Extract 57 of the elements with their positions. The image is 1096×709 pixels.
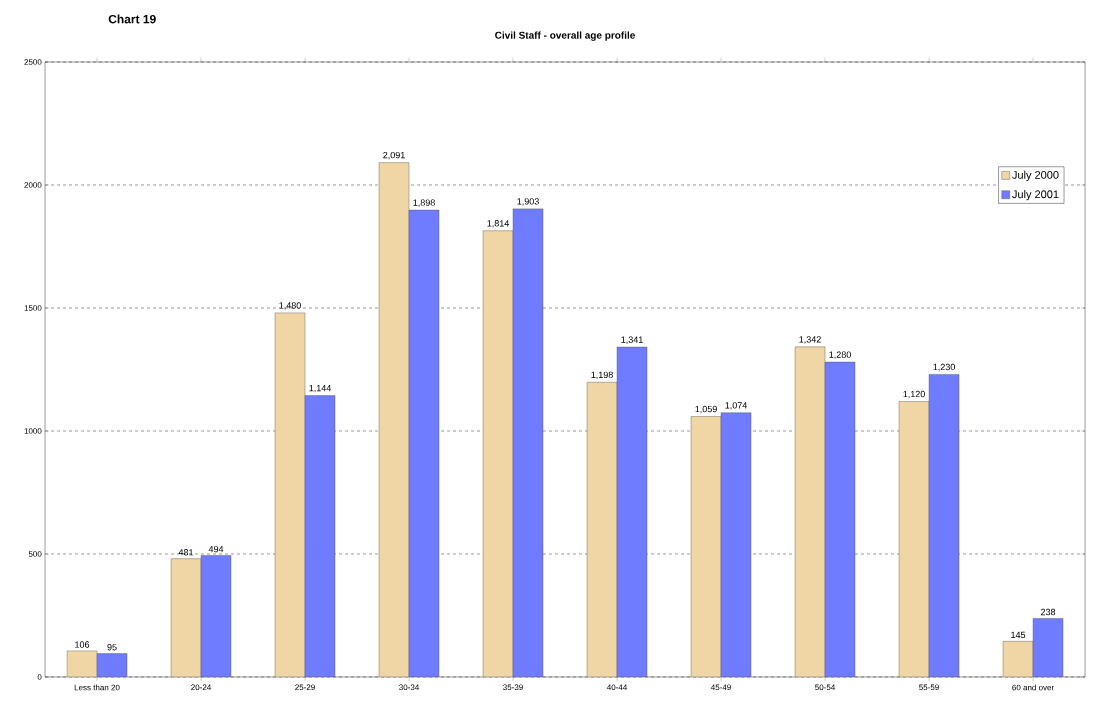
bar — [482, 230, 514, 677]
data-label: 95 — [107, 644, 117, 651]
bar — [720, 412, 752, 677]
bar — [616, 346, 648, 677]
bar — [690, 416, 722, 677]
bar — [274, 312, 306, 677]
data-label: 238 — [1040, 608, 1056, 616]
legend-label: July 2001 — [1012, 190, 1059, 201]
data-label: 1,120 — [903, 390, 925, 399]
data-label: 1,898 — [413, 199, 435, 207]
x-tick-label: 45-49 — [710, 684, 731, 691]
y-tick-label: 0 — [37, 674, 42, 680]
x-tick-label: 25-29 — [295, 684, 315, 691]
bar — [824, 361, 856, 677]
x-tick-label: 20-24 — [191, 684, 212, 691]
y-tick-label: 500 — [28, 551, 42, 557]
data-label: 1,198 — [591, 371, 613, 380]
bar — [200, 555, 232, 677]
x-tick-label: Less than 20 — [74, 684, 120, 691]
bar — [512, 208, 544, 677]
x-tick-label: 35-39 — [503, 684, 523, 691]
bar — [898, 401, 930, 677]
data-label: 1,903 — [517, 198, 539, 206]
y-tick-label: 2500 — [24, 59, 42, 65]
data-label: 1,074 — [725, 402, 748, 410]
bar — [928, 374, 960, 677]
y-tick-label: 2000 — [24, 182, 42, 188]
chart-title: Civil Staff - overall age profile — [495, 31, 635, 41]
data-label: 1,342 — [799, 336, 821, 344]
x-tick-label: 40-44 — [606, 684, 628, 691]
bar — [1032, 618, 1064, 677]
y-tick-label: 1500 — [24, 305, 42, 311]
data-label: 1,480 — [279, 302, 301, 310]
bar — [794, 346, 826, 677]
data-label: 2,091 — [383, 151, 405, 160]
caption: Chart 19 — [108, 14, 156, 24]
data-label: 106 — [75, 641, 90, 648]
bar — [408, 209, 440, 677]
x-tick-label: 55-59 — [919, 684, 939, 691]
bar — [586, 382, 618, 677]
bar — [170, 558, 202, 677]
bar — [378, 162, 410, 677]
legend-label: July 2000 — [1012, 170, 1059, 181]
data-label: 1,814 — [487, 220, 510, 228]
y-tick-label: 1000 — [24, 428, 42, 434]
data-label: 145 — [1011, 631, 1026, 639]
data-label: 481 — [178, 549, 194, 556]
data-label: 1,280 — [829, 351, 851, 359]
data-label: 1,059 — [695, 405, 717, 414]
data-label: 1,144 — [309, 385, 332, 393]
x-tick-label: 30-34 — [399, 684, 420, 691]
data-label: 1,230 — [933, 363, 955, 372]
bar — [304, 395, 336, 677]
data-label: 494 — [208, 545, 224, 553]
x-tick-label: 50-54 — [815, 684, 836, 691]
x-tick-label: 60 and over — [1012, 684, 1055, 691]
data-label: 1,341 — [621, 336, 643, 344]
